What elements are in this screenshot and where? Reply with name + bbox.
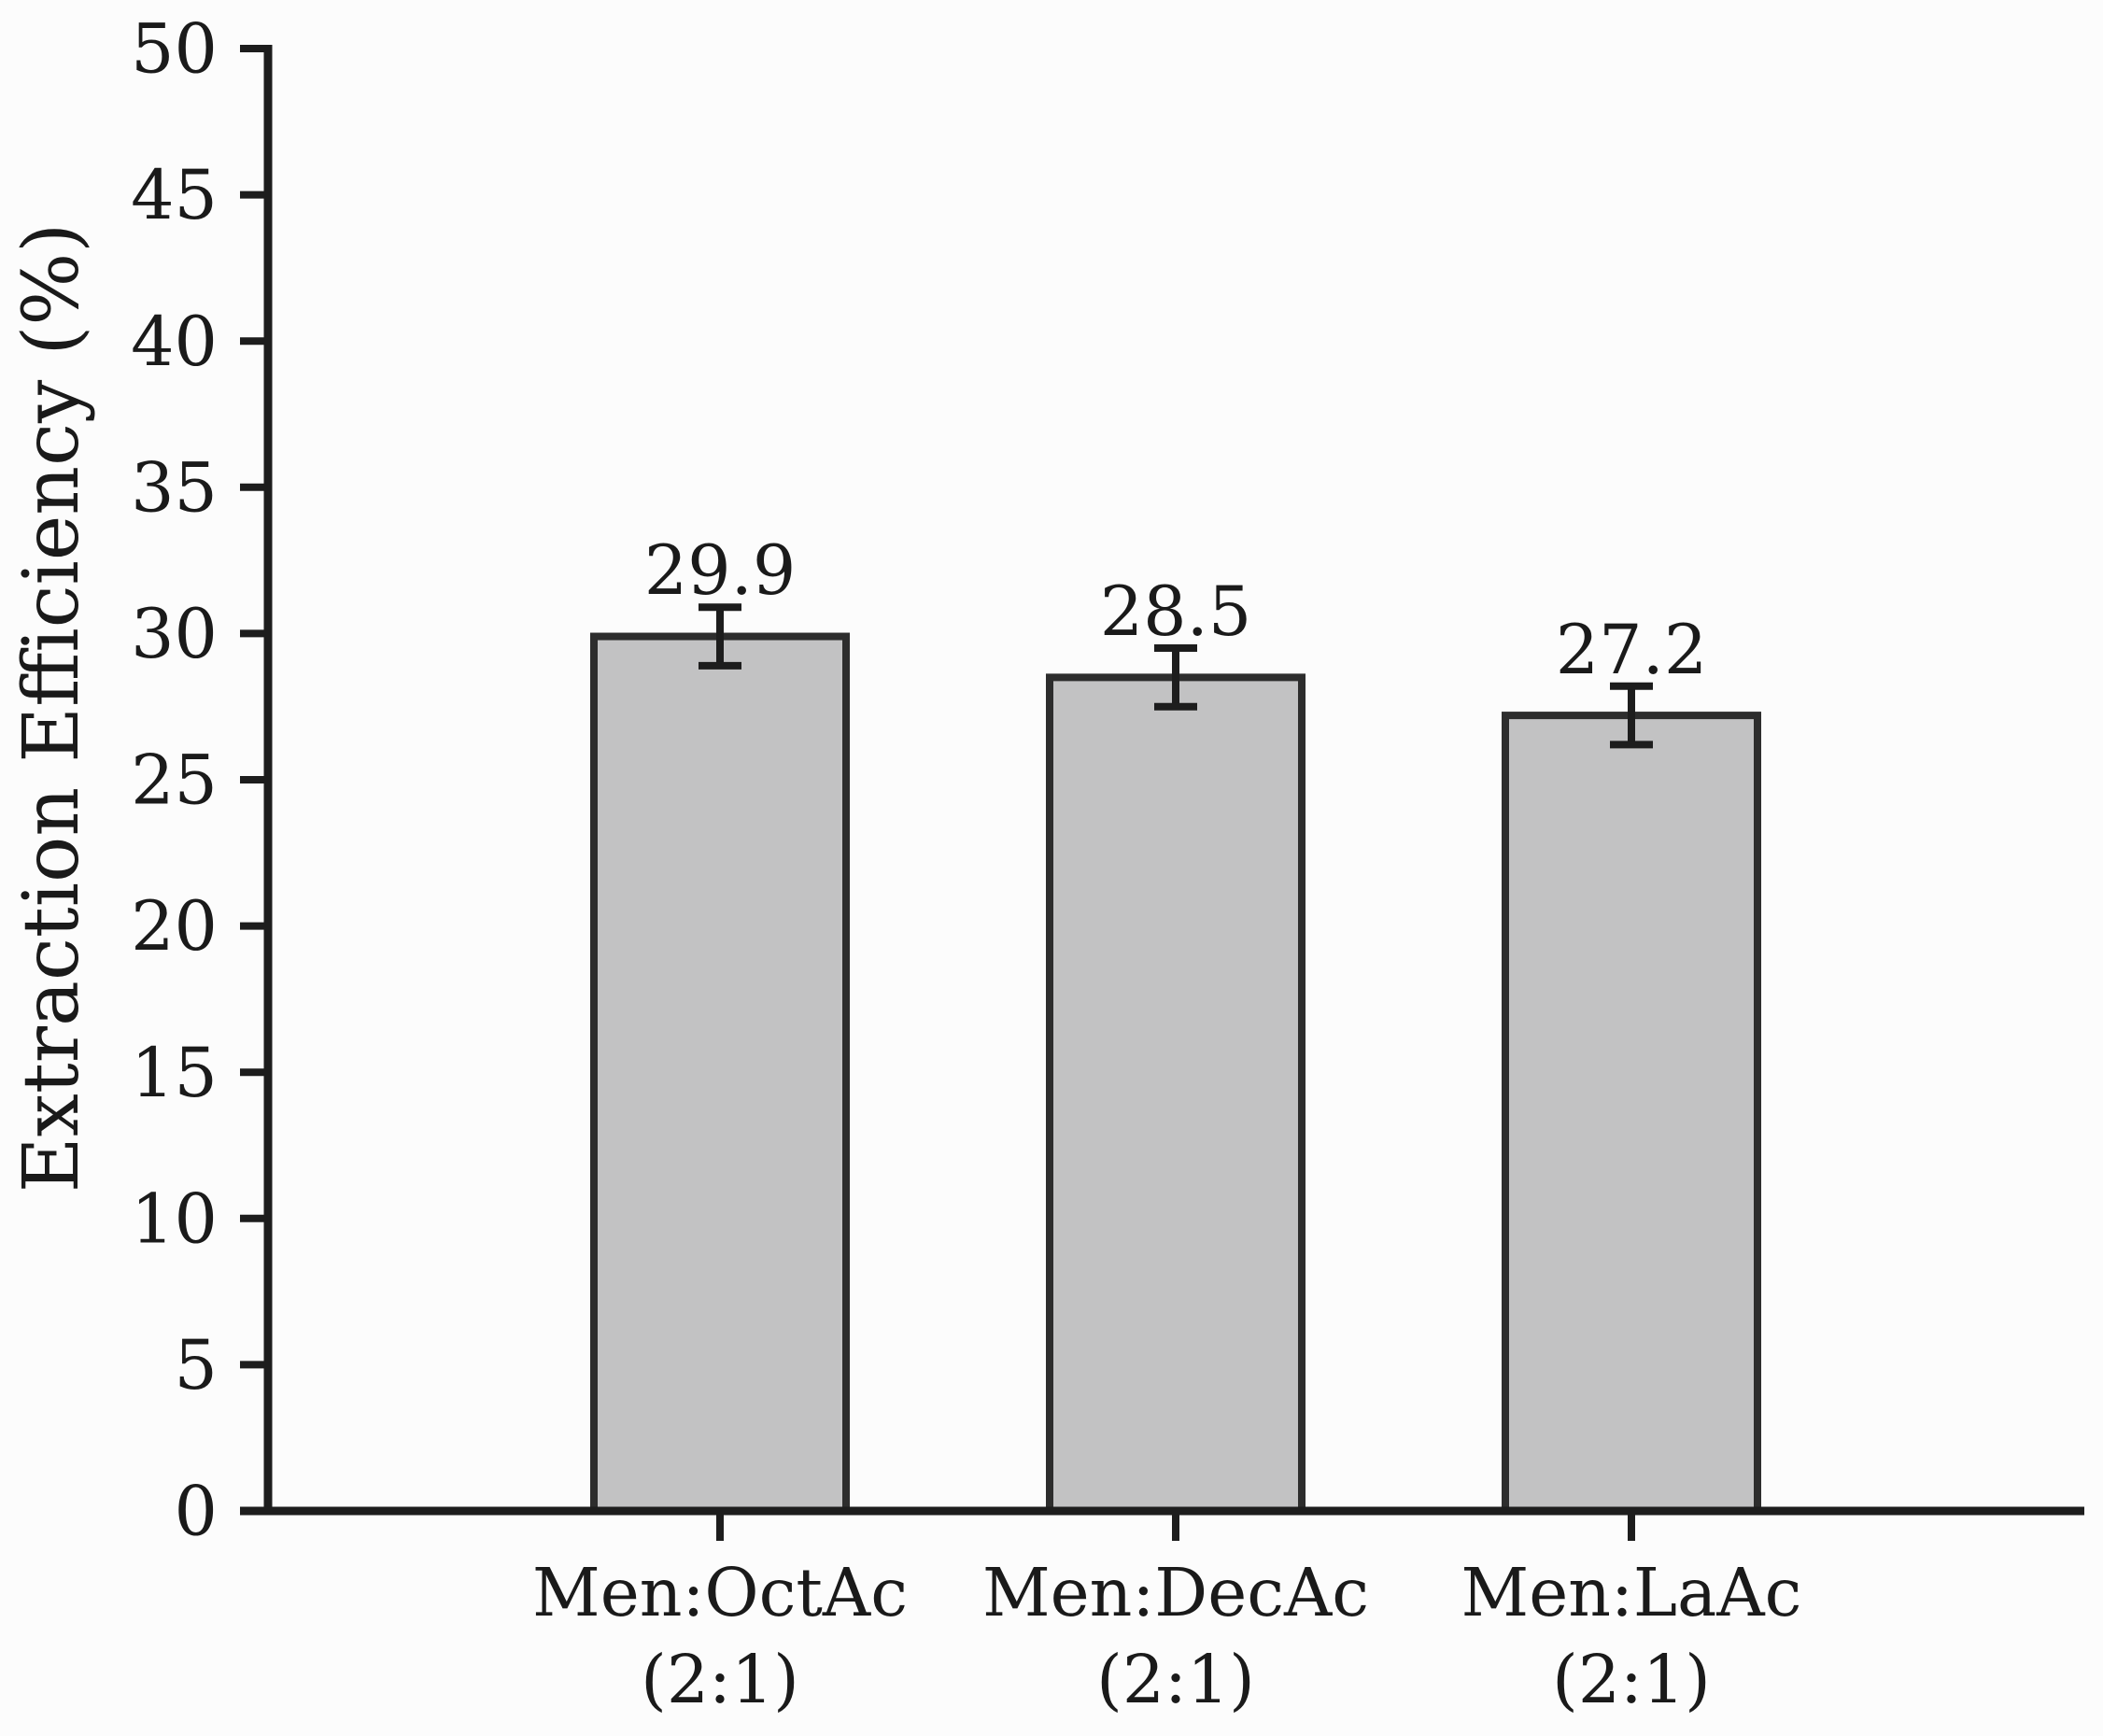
x-category-label-line1: Men:OctAc — [532, 1554, 908, 1631]
bar-value-label: 27.2 — [1556, 611, 1708, 690]
x-category-label-line2: (2:1) — [1552, 1641, 1711, 1718]
y-tick-label: 20 — [131, 887, 218, 967]
y-tick-label: 15 — [131, 1034, 218, 1113]
bar — [1502, 712, 1761, 1515]
y-axis-tick-labels: 0 5 10 15 20 25 30 35 40 45 50 — [131, 10, 218, 1552]
bar — [590, 632, 850, 1515]
bar-value-labels: 29.9 28.5 27.2 — [644, 531, 1708, 690]
x-category-label-line1: Men:DecAc — [982, 1554, 1369, 1631]
y-tick-label: 50 — [131, 10, 218, 90]
y-axis-ticks — [240, 45, 268, 1515]
x-axis-ticks — [716, 1511, 1635, 1541]
y-tick-label: 30 — [131, 595, 218, 674]
error-bars-layer — [699, 603, 1653, 749]
y-tick-label: 45 — [131, 156, 218, 235]
y-tick-label: 10 — [131, 1179, 218, 1259]
x-category-label-line2: (2:1) — [1096, 1641, 1255, 1718]
y-axis-title: Extraction Efficiency (%) — [7, 223, 96, 1193]
y-tick-label: 35 — [131, 448, 218, 528]
bar — [1046, 673, 1306, 1515]
bar-value-label: 29.9 — [644, 531, 797, 611]
bars-layer — [590, 632, 1761, 1515]
x-category-label-line1: Men:LaAc — [1461, 1554, 1802, 1631]
y-tick-label: 5 — [175, 1326, 218, 1405]
y-tick-label: 0 — [175, 1473, 218, 1552]
y-tick-label: 25 — [131, 741, 218, 821]
x-axis-category-labels: Men:OctAc (2:1) Men:DecAc (2:1) Men:LaAc (2:1… — [532, 1554, 1801, 1718]
y-tick-label: 40 — [131, 303, 218, 382]
bar-value-label: 28.5 — [1100, 572, 1252, 652]
x-category-label-line2: (2:1) — [641, 1641, 799, 1718]
